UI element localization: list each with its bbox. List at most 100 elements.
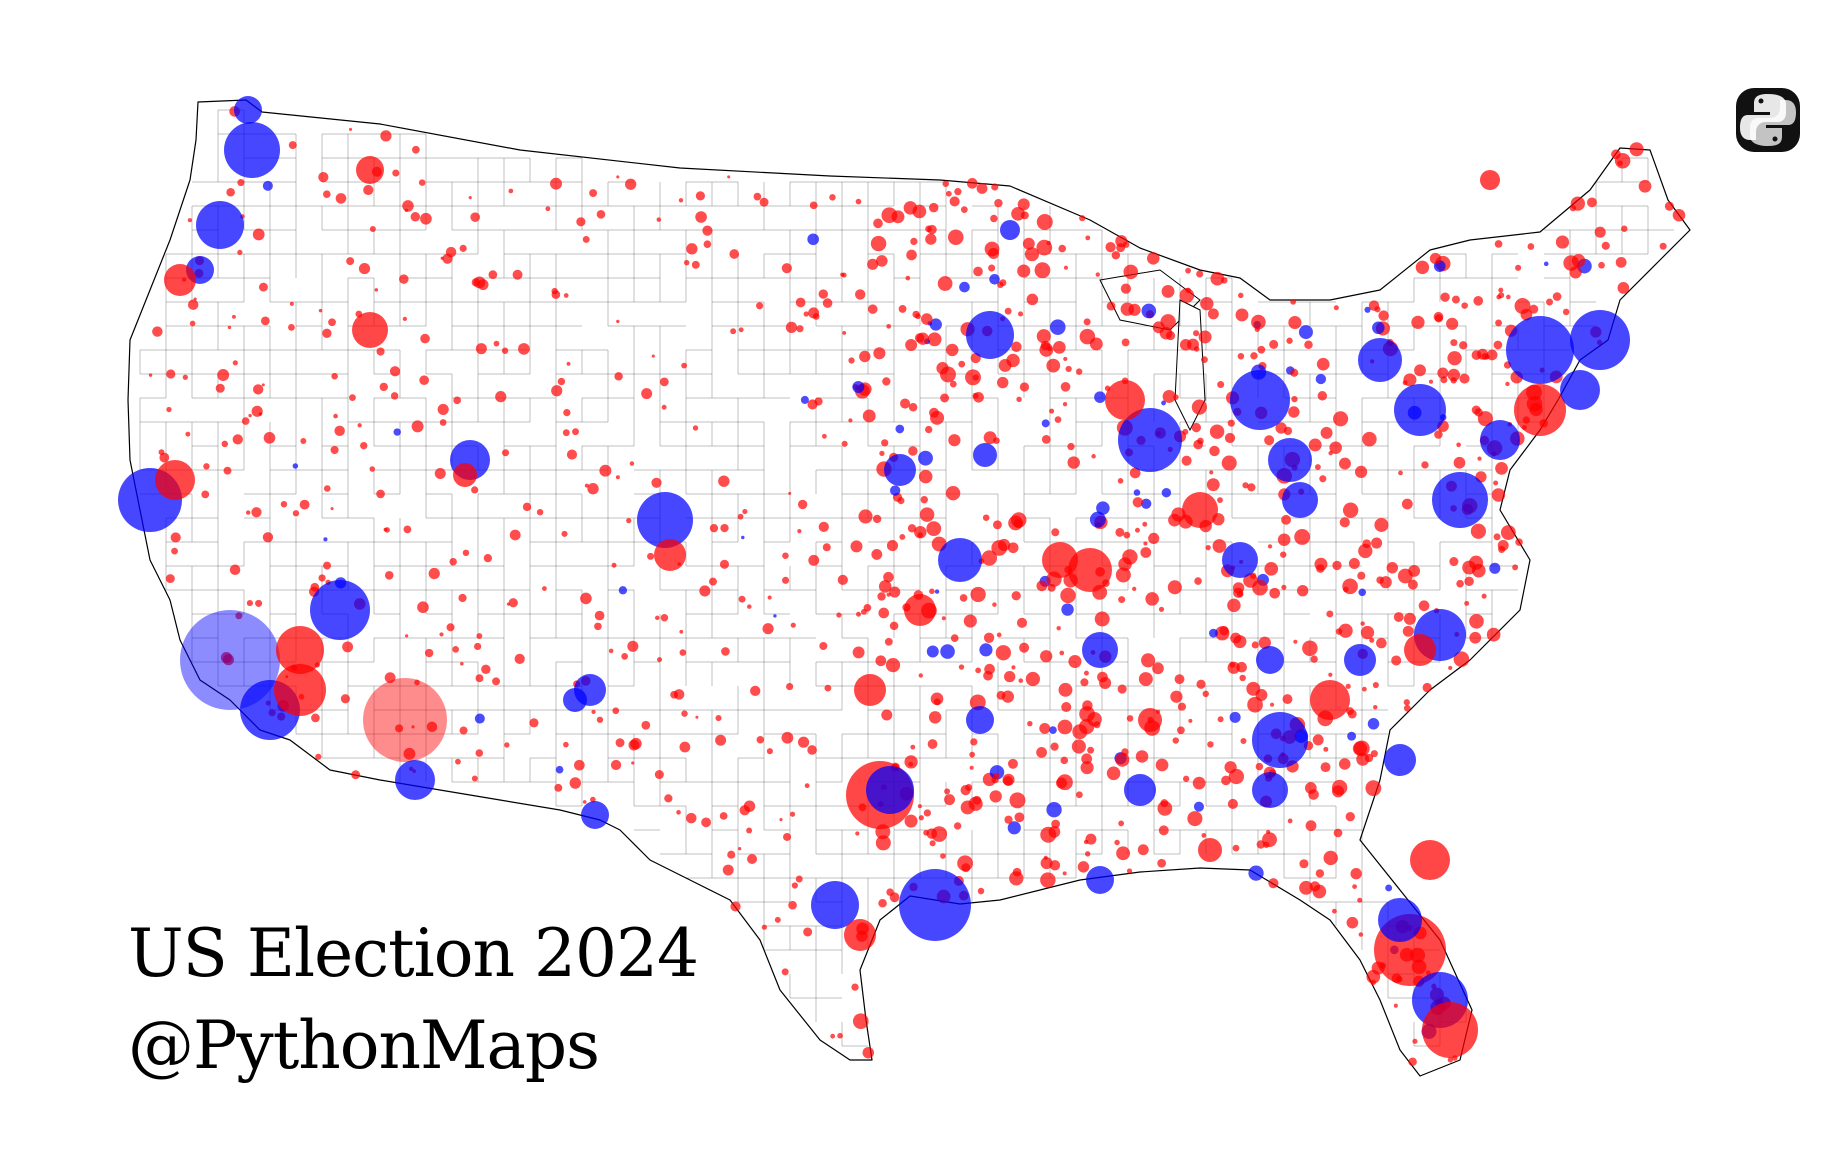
county-bubble-rep <box>201 490 210 499</box>
county-bubble-rep <box>1320 762 1331 773</box>
county-bubble-rep <box>1188 718 1193 723</box>
county-bubble-rep <box>730 328 737 335</box>
county-bubble-rep <box>1333 411 1349 427</box>
county-bubble-rep <box>1179 288 1195 303</box>
county-bubble-rep <box>1003 776 1013 786</box>
county-bubble-rep <box>686 243 698 255</box>
county-bubble-rep <box>746 827 753 834</box>
metro-bubble-rep <box>654 539 686 571</box>
county-bubble-rep <box>797 736 810 748</box>
metro-bubble-dem <box>1358 338 1402 382</box>
county-bubble-rep <box>914 333 925 343</box>
county-bubble-rep <box>679 649 687 656</box>
county-bubble-rep <box>1304 782 1317 794</box>
county-bubble-rep <box>881 439 889 447</box>
county-bubble-rep <box>983 670 993 681</box>
map-title: US Election 2024 <box>128 915 699 992</box>
county-bubble-rep <box>1447 368 1461 382</box>
county-bubble-rep <box>358 262 371 275</box>
county-bubble-rep <box>1329 441 1342 454</box>
county-bubble-rep <box>836 612 842 618</box>
county-bubble-dem <box>773 614 777 618</box>
county-bubble-rep <box>1017 264 1031 278</box>
county-bubble-rep <box>1011 665 1016 670</box>
county-bubble-rep <box>699 585 711 597</box>
county-bubble-rep <box>989 790 1002 803</box>
metro-bubble-dem <box>234 96 262 124</box>
county-bubble-rep <box>1264 562 1279 576</box>
county-bubble-rep <box>158 449 165 456</box>
county-bubble-rep <box>1345 812 1355 822</box>
county-bubble-rep <box>647 552 655 560</box>
county-bubble-rep <box>995 645 1012 661</box>
metro-bubble-dem <box>1282 482 1318 518</box>
county-bubble-rep <box>973 391 984 403</box>
county-bubble-rep <box>1171 507 1186 522</box>
county-bubble-rep <box>1105 241 1116 253</box>
county-bubble-rep <box>405 634 409 638</box>
county-bubble-rep <box>1229 661 1236 668</box>
county-bubble-rep <box>1039 722 1051 734</box>
county-bubble-rep <box>819 641 828 651</box>
county-bubble-rep <box>1461 302 1468 309</box>
county-bubble-rep <box>232 314 236 319</box>
county-bubble-rep <box>1221 455 1237 471</box>
county-bubble-rep <box>428 567 440 580</box>
county-bubble-rep <box>929 588 935 595</box>
county-bubble-rep <box>1158 825 1169 836</box>
county-vote-bubbles <box>118 96 1686 1067</box>
county-bubble-rep <box>1016 617 1028 628</box>
county-bubble-rep <box>1157 801 1173 816</box>
county-bubble-rep <box>1331 779 1348 796</box>
county-bubble-rep <box>1527 243 1535 250</box>
county-bubble-rep <box>1376 637 1387 649</box>
county-bubble-rep <box>411 725 415 729</box>
county-bubble-rep <box>963 614 977 628</box>
county-bubble-rep <box>380 130 392 142</box>
county-bubble-rep <box>1192 776 1206 790</box>
county-bubble-rep <box>970 586 986 603</box>
county-bubble-rep <box>1473 295 1484 306</box>
county-bubble-rep <box>1281 584 1287 590</box>
county-bubble-rep <box>1177 726 1185 735</box>
county-bubble-rep <box>1085 235 1091 241</box>
county-bubble-rep <box>1338 758 1351 770</box>
county-bubble-rep <box>1116 846 1131 861</box>
county-bubble-rep <box>1291 395 1298 403</box>
county-bubble-rep <box>767 595 772 600</box>
county-bubble-rep <box>1181 455 1192 466</box>
county-bubble-rep <box>1629 142 1644 157</box>
county-bubble-rep <box>1373 704 1378 710</box>
county-bubble-rep <box>1140 547 1152 558</box>
metro-bubble-dem <box>1506 316 1574 384</box>
county-bubble-rep <box>237 249 243 255</box>
county-bubble-rep <box>960 206 968 214</box>
county-bubble-rep <box>1555 235 1570 249</box>
county-bubble-rep <box>779 818 783 822</box>
county-bubble-rep <box>323 561 332 570</box>
county-bubble-rep <box>738 847 742 851</box>
county-bubble-rep <box>166 369 176 379</box>
county-bubble-rep <box>1494 240 1503 248</box>
county-bubble-rep <box>502 449 510 457</box>
county-bubble-dem <box>1209 628 1218 638</box>
county-bubble-rep <box>988 264 996 272</box>
county-bubble-rep <box>992 520 1002 530</box>
county-bubble-rep <box>616 319 620 324</box>
county-bubble-rep <box>455 758 461 765</box>
county-bubble-rep <box>363 184 374 196</box>
county-bubble-rep <box>809 201 818 210</box>
county-bubble-dem <box>1141 303 1157 319</box>
county-bubble-rep <box>1091 454 1096 459</box>
county-bubble-dem <box>618 586 628 595</box>
county-bubble-rep <box>1339 517 1350 528</box>
county-bubble-rep <box>785 321 798 333</box>
metro-bubble-dem <box>196 201 244 249</box>
county-bubble-rep <box>1294 529 1311 545</box>
county-bubble-rep <box>1145 592 1159 606</box>
county-bubble-rep <box>1017 198 1030 211</box>
county-bubble-rep <box>1258 636 1271 649</box>
county-bubble-rep <box>475 749 484 757</box>
county-bubble-rep <box>627 640 639 652</box>
county-bubble-rep <box>148 373 153 377</box>
